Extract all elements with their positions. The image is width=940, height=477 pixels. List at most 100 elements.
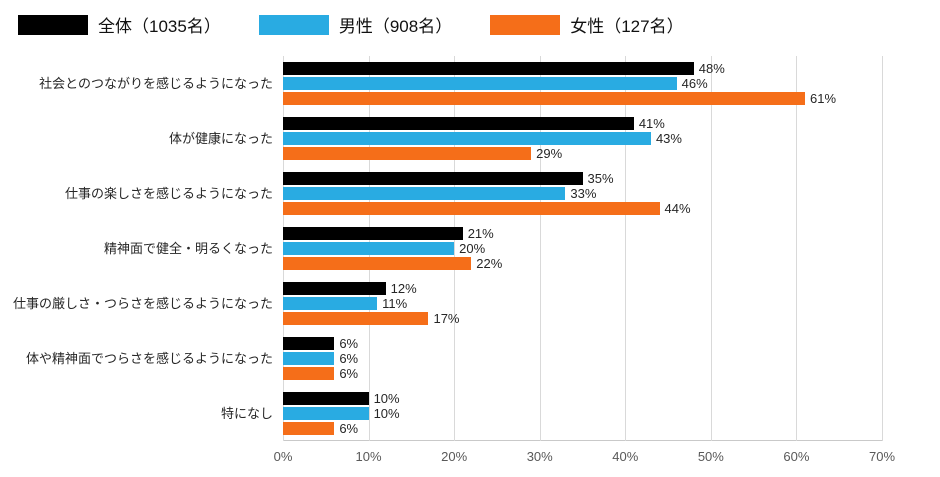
x-axis-ticks: 0% 10% 20% 30% 40% 50% 60% 70% — [274, 449, 895, 469]
x-axis-tick-label: 0% — [273, 449, 293, 464]
bar — [283, 92, 805, 105]
bar — [283, 77, 677, 90]
value-label: 29% — [536, 146, 563, 161]
bar — [283, 282, 386, 295]
bar — [283, 312, 429, 325]
bar-row: 精神面で健全・明るくなった 21% 20% 22% — [0, 224, 882, 274]
value-label: 33% — [570, 186, 597, 201]
category-label: 仕事の楽しさを感じるようになった — [64, 185, 273, 201]
bar — [283, 257, 472, 270]
x-axis-line — [283, 440, 882, 441]
value-label: 6% — [339, 336, 359, 351]
bar-line: 6% — [283, 351, 882, 366]
legend-item: 全体（1035名） — [18, 12, 221, 37]
bar-row: 体が健康になった 41% 43% 29% — [0, 114, 882, 164]
legend-swatch — [18, 14, 88, 35]
bar-line: 29% — [283, 146, 882, 161]
value-label: 6% — [339, 421, 359, 436]
bar — [283, 132, 651, 145]
bar-line: 33% — [283, 186, 882, 201]
bar — [283, 172, 583, 185]
legend-label: 全体（1035名） — [98, 17, 221, 36]
bar — [283, 227, 463, 240]
value-label: 10% — [373, 406, 400, 421]
value-label: 17% — [433, 311, 460, 326]
legend-swatch — [490, 14, 561, 35]
bar — [283, 187, 566, 200]
gridline — [625, 56, 627, 441]
legend-label: 男性（908名） — [338, 17, 453, 36]
bar — [283, 422, 335, 435]
bar-line: 6% — [283, 421, 882, 436]
bar-line: 10% — [283, 391, 882, 406]
bar-line: 46% — [283, 76, 882, 91]
bar-line: 35% — [283, 171, 882, 186]
bar-group: 21% 20% 22% — [283, 224, 882, 274]
bar-line: 22% — [283, 256, 882, 271]
category-label: 仕事の厳しさ・つらさを感じるようになった — [12, 295, 273, 311]
value-label: 35% — [587, 171, 614, 186]
bar-group: 6% 6% 6% — [283, 334, 882, 384]
bar — [283, 352, 335, 365]
value-label: 11% — [382, 296, 408, 311]
bar — [283, 117, 634, 130]
x-axis-tick-label: 10% — [355, 449, 382, 464]
x-axis-tick-label: 70% — [868, 449, 896, 464]
bar-line: 61% — [283, 91, 882, 106]
x-axis-tick-label: 30% — [526, 449, 553, 464]
category-label: 体や精神面でつらさを感じるようになった — [25, 350, 273, 366]
legend-item: 男性（908名） — [258, 12, 453, 37]
bar-group: 41% 43% 29% — [283, 114, 882, 164]
bar-line: 21% — [283, 226, 882, 241]
plot-area: 社会とのつながりを感じるようになった 48% 46% 61% 体が健康になった 41% 43… — [0, 52, 940, 477]
bar-line: 20% — [283, 241, 882, 256]
value-label: 12% — [390, 281, 417, 296]
bar-row: 特になし 10% 10% 6% — [0, 389, 882, 439]
bar-line: 48% — [283, 61, 882, 76]
category-label: 精神面で健全・明るくなった — [103, 240, 273, 256]
value-label: 6% — [339, 366, 359, 381]
bar-line: 43% — [283, 131, 882, 146]
bar — [283, 392, 369, 405]
gridline — [454, 56, 456, 441]
bar-line: 44% — [283, 201, 882, 216]
x-axis-tick-label: 60% — [783, 449, 810, 464]
bar — [283, 202, 660, 215]
bar-group: 10% 10% 6% — [283, 389, 882, 439]
value-label: 22% — [476, 256, 503, 271]
bar — [283, 242, 455, 255]
category-label: 体が健康になった — [168, 130, 273, 146]
value-label: 6% — [339, 351, 359, 366]
bar-line: 11% — [283, 296, 882, 311]
bar-line: 6% — [283, 336, 882, 351]
bar-group: 12% 11% 17% — [283, 279, 882, 329]
bar-line: 10% — [283, 406, 882, 421]
gridline — [796, 56, 798, 441]
bar-row: 社会とのつながりを感じるようになった 48% 46% 61% — [0, 59, 882, 109]
bar — [283, 407, 369, 420]
value-label: 21% — [467, 226, 494, 241]
bar — [283, 367, 335, 380]
legend-item: 女性（127名） — [490, 12, 684, 37]
bar-row: 仕事の厳しさ・つらさを感じるようになった 12% 11% 17% — [0, 279, 882, 329]
value-label: 41% — [638, 116, 665, 131]
bar-group: 48% 46% 61% — [283, 59, 882, 109]
value-label: 44% — [664, 201, 691, 216]
bar — [283, 147, 532, 160]
bar-line: 17% — [283, 311, 882, 326]
bar-row: 体や精神面でつらさを感じるようになった 6% 6% 6% — [0, 334, 882, 384]
x-axis-tick-label: 40% — [612, 449, 639, 464]
gridline — [882, 56, 883, 441]
legend-swatch — [258, 14, 329, 35]
bar-line: 6% — [283, 366, 882, 381]
bar — [283, 337, 335, 350]
value-label: 61% — [809, 91, 837, 106]
bar-group: 35% 33% 44% — [283, 169, 882, 219]
value-label: 10% — [373, 391, 400, 406]
category-label: 特になし — [220, 405, 273, 421]
bar — [283, 297, 378, 310]
value-label: 43% — [655, 131, 682, 146]
bar-rows: 社会とのつながりを感じるようになった 48% 46% 61% 体が健康になった 41% 43… — [0, 56, 882, 441]
value-label: 46% — [681, 76, 708, 91]
